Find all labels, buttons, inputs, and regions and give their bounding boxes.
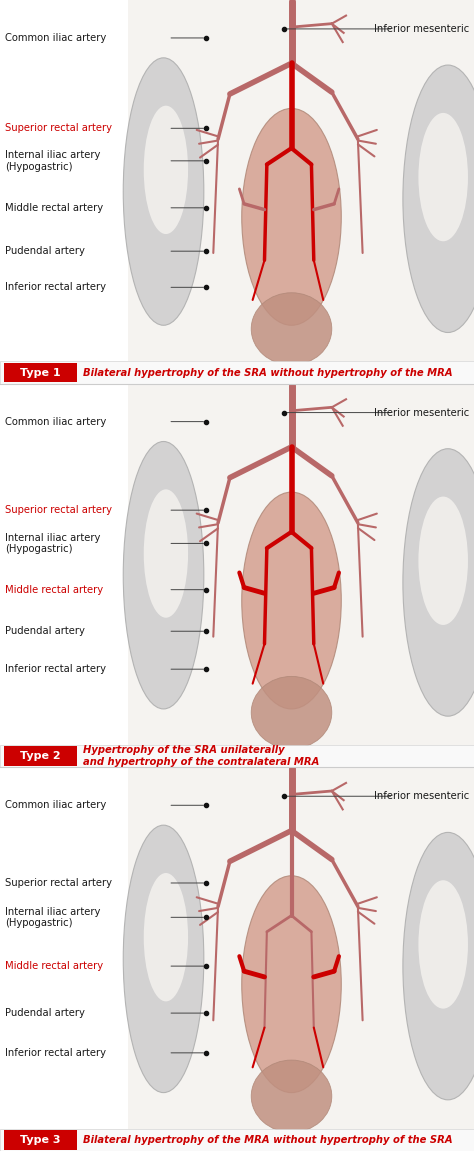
FancyBboxPatch shape bbox=[0, 361, 474, 383]
FancyBboxPatch shape bbox=[128, 0, 474, 361]
Text: Pudendal artery: Pudendal artery bbox=[5, 1008, 85, 1019]
Text: Type 3: Type 3 bbox=[20, 1135, 61, 1145]
Ellipse shape bbox=[251, 677, 332, 748]
Text: Inferior rectal artery: Inferior rectal artery bbox=[5, 664, 106, 674]
Text: Bilateral hypertrophy of the MRA without hypertrophy of the SRA: Bilateral hypertrophy of the MRA without… bbox=[83, 1135, 453, 1145]
Ellipse shape bbox=[403, 66, 474, 333]
Ellipse shape bbox=[251, 1060, 332, 1133]
Ellipse shape bbox=[123, 58, 204, 326]
Text: Common iliac artery: Common iliac artery bbox=[5, 33, 106, 43]
Text: Internal iliac artery
(Hypogastric): Internal iliac artery (Hypogastric) bbox=[5, 150, 100, 171]
Text: Middle rectal artery: Middle rectal artery bbox=[5, 961, 103, 971]
Ellipse shape bbox=[144, 489, 188, 618]
Text: Superior rectal artery: Superior rectal artery bbox=[5, 505, 112, 516]
Text: Internal iliac artery
(Hypogastric): Internal iliac artery (Hypogastric) bbox=[5, 907, 100, 928]
Text: Pudendal artery: Pudendal artery bbox=[5, 246, 85, 257]
Ellipse shape bbox=[419, 113, 468, 242]
Text: Inferior mesenteric: Inferior mesenteric bbox=[374, 791, 469, 801]
Text: Inferior mesenteric: Inferior mesenteric bbox=[374, 24, 469, 33]
Ellipse shape bbox=[144, 872, 188, 1001]
Text: Common iliac artery: Common iliac artery bbox=[5, 417, 106, 427]
Text: Common iliac artery: Common iliac artery bbox=[5, 800, 106, 810]
FancyBboxPatch shape bbox=[4, 363, 77, 382]
Ellipse shape bbox=[144, 106, 188, 234]
Text: Bilateral hypertrophy of the SRA without hypertrophy of the MRA: Bilateral hypertrophy of the SRA without… bbox=[83, 367, 453, 378]
FancyBboxPatch shape bbox=[0, 745, 474, 768]
Text: Inferior mesenteric: Inferior mesenteric bbox=[374, 407, 469, 418]
Text: Hypertrophy of the SRA unilaterally
and hypertrophy of the contralateral MRA: Hypertrophy of the SRA unilaterally and … bbox=[83, 746, 319, 767]
Ellipse shape bbox=[242, 493, 341, 709]
Ellipse shape bbox=[419, 496, 468, 625]
Ellipse shape bbox=[419, 881, 468, 1008]
Text: Superior rectal artery: Superior rectal artery bbox=[5, 123, 112, 134]
Ellipse shape bbox=[251, 292, 332, 365]
FancyBboxPatch shape bbox=[4, 1130, 77, 1150]
Text: Pudendal artery: Pudendal artery bbox=[5, 626, 85, 637]
Text: Middle rectal artery: Middle rectal artery bbox=[5, 585, 103, 595]
Text: Internal iliac artery
(Hypogastric): Internal iliac artery (Hypogastric) bbox=[5, 533, 100, 555]
FancyBboxPatch shape bbox=[4, 746, 77, 767]
Text: Inferior rectal artery: Inferior rectal artery bbox=[5, 1047, 106, 1058]
Text: Type 1: Type 1 bbox=[20, 367, 61, 378]
Ellipse shape bbox=[123, 442, 204, 709]
FancyBboxPatch shape bbox=[128, 383, 474, 745]
Ellipse shape bbox=[242, 876, 341, 1092]
Ellipse shape bbox=[242, 108, 341, 326]
FancyBboxPatch shape bbox=[128, 768, 474, 1129]
Text: Superior rectal artery: Superior rectal artery bbox=[5, 878, 112, 887]
Text: Middle rectal artery: Middle rectal artery bbox=[5, 203, 103, 213]
Ellipse shape bbox=[403, 832, 474, 1100]
Ellipse shape bbox=[403, 449, 474, 716]
Text: Inferior rectal artery: Inferior rectal artery bbox=[5, 282, 106, 292]
Ellipse shape bbox=[123, 825, 204, 1092]
FancyBboxPatch shape bbox=[0, 1129, 474, 1151]
Text: Type 2: Type 2 bbox=[20, 752, 61, 761]
